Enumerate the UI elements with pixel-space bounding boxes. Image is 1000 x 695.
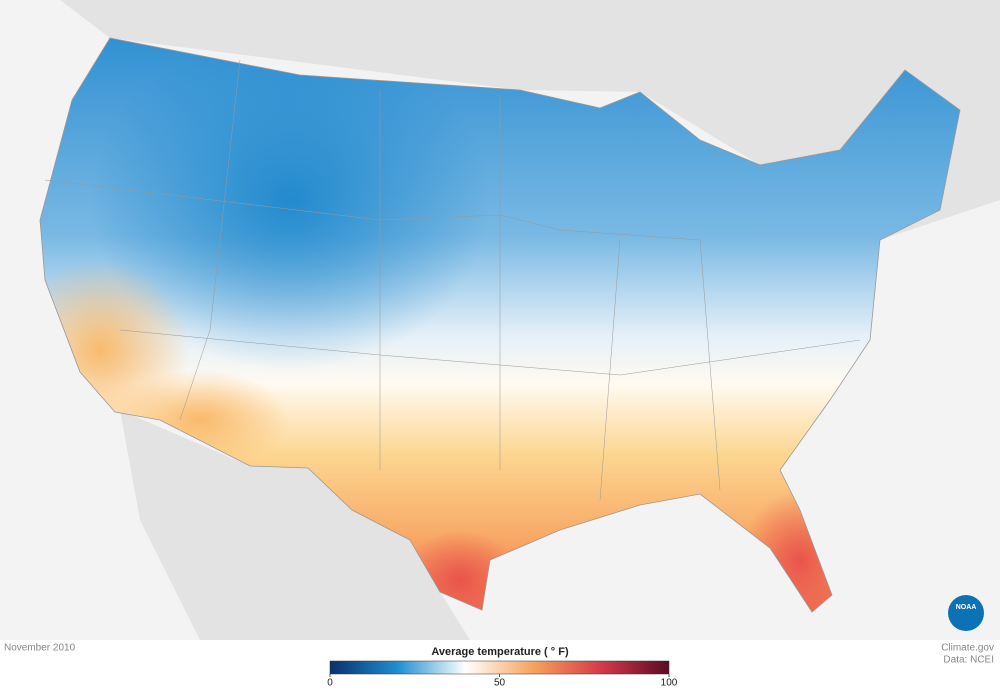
legend-title: Average temperature ( ° F) — [431, 646, 569, 658]
border — [39, 37, 961, 613]
credit: Climate.gov — [941, 643, 994, 654]
color-bar — [329, 660, 670, 675]
logo — [948, 595, 984, 631]
date-label: November 2010 — [4, 643, 76, 654]
logo-text: NOAA — [956, 604, 977, 611]
state-lines — [44, 59, 861, 501]
tick-label: 50 — [494, 678, 506, 689]
cold-region — [90, 38, 490, 370]
tick-label: 0 — [327, 678, 333, 689]
source: Data: NCEI — [943, 655, 994, 666]
canada — [0, 0, 1000, 240]
mexico — [120, 410, 470, 640]
tick-label: 100 — [661, 678, 678, 689]
